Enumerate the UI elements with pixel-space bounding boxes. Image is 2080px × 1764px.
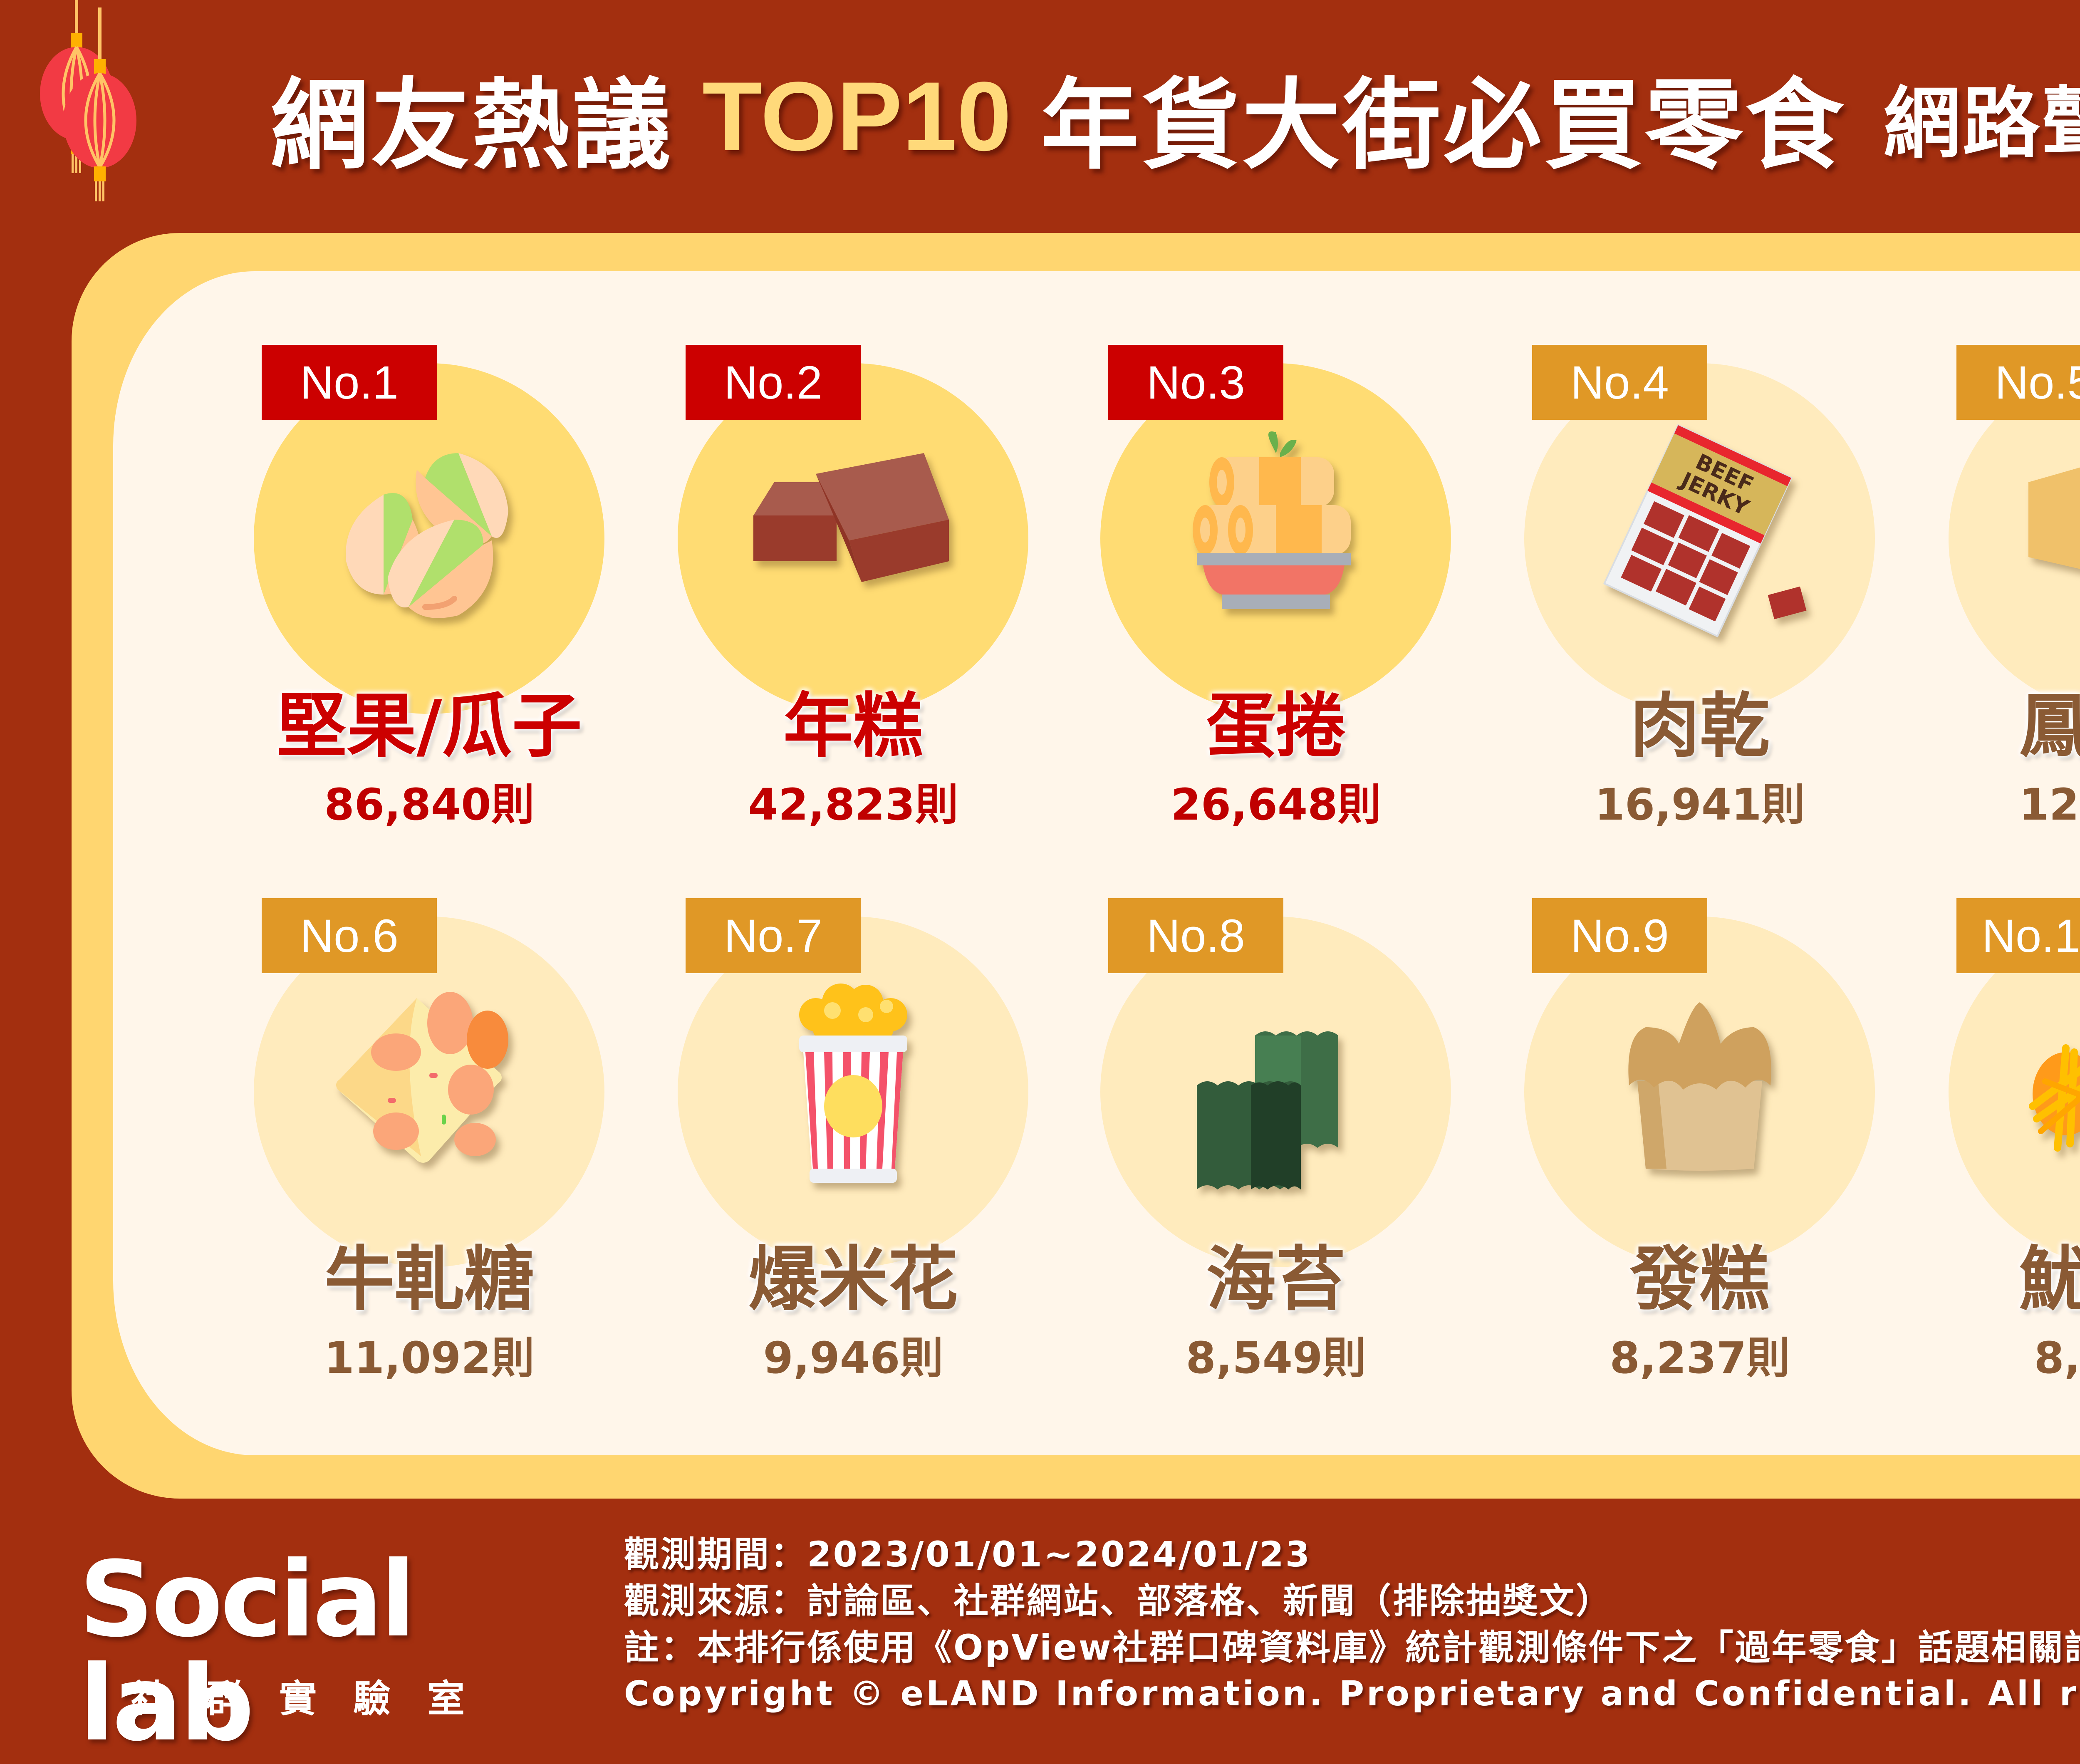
item-name: 年糕 [783,685,923,767]
rank-item-5: No.5 鳳梨酥 12,838則 [1916,345,2080,861]
rank-badge: No.9 [1532,898,1707,973]
rice-cake-icon [728,420,978,653]
item-count: 9,946則 [763,1333,943,1383]
item-name: 堅果/瓜子 [277,685,582,767]
item-name: 爆米花 [748,1239,958,1320]
footer-notes: 觀測期間：2023/01/01~2024/01/23 觀測來源：討論區、社群網站… [624,1531,2080,1717]
rank-item-9: No.9 發糕 8,237則 [1492,898,1908,1414]
item-count: 86,840則 [324,779,535,830]
rank-item-10: No.10 魷魚絲 8,199則 [1916,898,2080,1414]
item-name: 魷魚絲 [2019,1239,2080,1320]
item-name: 牛軋糖 [324,1239,534,1320]
rank-item-3: No.3 蛋捲 26,648則 [1068,345,1484,861]
item-name: 發糕 [1630,1239,1770,1320]
rank-badge: No.2 [686,345,861,420]
title-highlight: TOP10 [702,62,1012,171]
item-count: 11,092則 [324,1333,535,1383]
observation-source: 觀測來源：討論區、社群網站、部落格、新聞（排除抽獎文） [624,1581,1613,1621]
item-count: 12,838則 [2019,779,2080,830]
rank-item-4: No.4 BEEF JERKY 肉乾 16,941則 [1492,345,1908,861]
fa-gao-icon [1575,973,1825,1206]
item-count: 8,199則 [2034,1333,2080,1383]
logo-wordmark: Social lab [79,1539,416,1764]
page-title: 網友熱議 TOP10 年貨大街必買零食 網路聲量排行 [270,54,2080,183]
item-name: 海苔 [1206,1239,1346,1320]
rank-badge: No.6 [262,898,437,973]
title-part2: 年貨大街必買零食 [1040,68,1846,183]
title-part1: 網友熱議 [270,68,674,183]
rank-item-6: No.6 牛軋糖 11,092則 [221,898,637,1414]
item-name: 蛋捲 [1206,685,1346,767]
item-count: 8,549則 [1186,1333,1366,1383]
observation-period: 觀測期間：2023/01/01~2024/01/23 [624,1534,1312,1575]
rank-badge: No.10 [1956,898,2080,973]
nougat-icon [305,973,554,1206]
rank-item-7: No.7 爆米花 9,946則 [645,898,1061,1414]
item-count: 42,823則 [748,779,958,830]
item-count: 16,941則 [1595,779,1805,830]
rank-badge: No.8 [1108,898,1283,973]
methodology-note: 註：本排行係使用《OpView社群口碑資料庫》統計觀測條件下之「過年零食」話題相… [624,1627,2080,1668]
item-count: 26,648則 [1171,779,1381,830]
seaweed-icon [1151,973,1401,1206]
logo-subtitle: 社群實驗室 [131,1677,501,1721]
rank-badge: No.1 [262,345,437,420]
pistachio-icon [305,420,554,653]
squid-icon [1999,973,2080,1206]
rank-item-2: No.2 年糕 42,823則 [645,345,1061,861]
pineapple-cake-icon [1999,420,2080,653]
egg-roll-icon [1151,420,1401,653]
rank-item-1: No.1 堅果/瓜子 86,840則 [221,345,637,861]
social-lab-logo: Social lab 社群實驗室 [79,1539,587,1764]
rank-badge: No.5 [1956,345,2080,420]
lantern-icon [40,0,136,201]
item-name: 肉乾 [1630,685,1770,767]
rank-item-8: No.8 海苔 8,549則 [1068,898,1484,1414]
rank-badge: No.3 [1108,345,1283,420]
title-subtitle: 網路聲量排行 [1883,78,2080,168]
item-count: 8,237則 [1610,1333,1790,1383]
item-name: 鳳梨酥 [2019,685,2080,767]
copyright: Copyright © eLAND Information. Proprieta… [624,1674,2080,1714]
rank-badge: No.4 [1532,345,1707,420]
rank-badge: No.7 [686,898,861,973]
popcorn-icon [728,973,978,1206]
beef-jerky-icon: BEEF JERKY [1575,420,1825,653]
